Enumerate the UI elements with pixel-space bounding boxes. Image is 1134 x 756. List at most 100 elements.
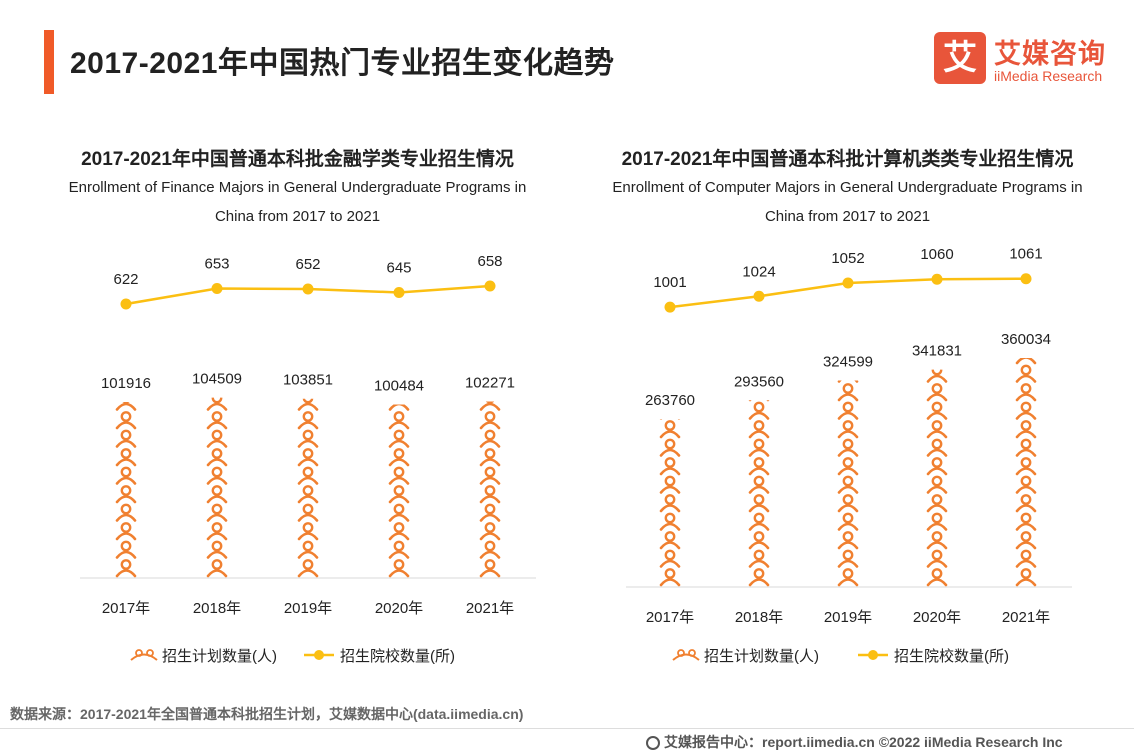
finance-person-icon bbox=[115, 540, 137, 559]
finance-person-icon bbox=[479, 559, 501, 578]
data-source-note: 数据来源：2017-2021年全国普通本科批招生计划，艾媒数据中心(data.i… bbox=[10, 706, 524, 722]
computer-person-icon bbox=[837, 401, 859, 420]
finance-bar-2 bbox=[297, 398, 319, 578]
computer-person-icon bbox=[748, 494, 770, 513]
computer-person-icon bbox=[926, 401, 948, 420]
computer-person-icon bbox=[659, 438, 681, 457]
computer-person-icon bbox=[837, 457, 859, 476]
finance-person-icon bbox=[206, 559, 228, 578]
footer-report-center: 艾媒报告中心：report.iimedia.cn ©2022 iiMedia R… bbox=[646, 732, 1063, 752]
finance-person-icon bbox=[115, 411, 137, 430]
finance-legend-bar-label: 招生计划数量(人) bbox=[162, 648, 277, 665]
computer-bar-0 bbox=[659, 419, 681, 587]
finance-person-icon bbox=[388, 540, 410, 559]
finance-person-icon bbox=[115, 559, 137, 578]
finance-person-icon bbox=[388, 429, 410, 448]
computer-legend-line-label: 招生院校数量(所) bbox=[894, 647, 1009, 665]
computer-person-icon bbox=[1015, 475, 1037, 494]
computer-person-icon bbox=[1015, 549, 1037, 568]
finance-person-icon bbox=[297, 559, 319, 578]
finance-line-point-0 bbox=[120, 298, 132, 310]
computer-bar-label-0: 263760 bbox=[645, 392, 695, 409]
computer-bar-label-1: 293560 bbox=[734, 373, 784, 390]
globe-icon bbox=[646, 736, 660, 750]
finance-person-icon bbox=[388, 411, 410, 430]
finance-person-icon bbox=[388, 485, 410, 504]
computer-person-icon bbox=[837, 568, 859, 587]
computer-person-icon bbox=[1015, 494, 1037, 513]
finance-person-icon bbox=[388, 448, 410, 467]
finance-line-label-0: 622 bbox=[113, 271, 138, 288]
computer-person-icon bbox=[748, 475, 770, 494]
computer-line-point-1 bbox=[753, 290, 765, 302]
computer-person-icon bbox=[1015, 383, 1037, 402]
finance-person-icon bbox=[115, 485, 137, 504]
finance-legend-line: 招生院校数量(所) bbox=[304, 647, 455, 665]
computer-chart-subtitle-line1: Enrollment of Computer Majors in General… bbox=[612, 179, 1083, 196]
computer-legend-bar-label: 招生计划数量(人) bbox=[704, 648, 819, 665]
page-title: 2017-2021年中国热门专业招生变化趋势 bbox=[70, 47, 615, 80]
footer-divider bbox=[0, 728, 1134, 729]
finance-person-icon bbox=[115, 466, 137, 485]
finance-person-icon bbox=[479, 540, 501, 559]
computer-bar-label-3: 341831 bbox=[912, 343, 962, 360]
computer-person-icon bbox=[837, 420, 859, 439]
finance-person-icon bbox=[297, 448, 319, 467]
finance-person-icon bbox=[479, 401, 501, 411]
finance-bar-label-2: 103851 bbox=[283, 372, 333, 389]
finance-line-point-3 bbox=[393, 287, 405, 298]
finance-x-tick-3: 2020年 bbox=[375, 600, 423, 617]
finance-person-icon bbox=[297, 540, 319, 559]
computer-x-tick-1: 2018年 bbox=[735, 609, 783, 626]
computer-line-point-2 bbox=[842, 277, 854, 289]
computer-line-label-3: 1060 bbox=[920, 246, 953, 263]
computer-person-icon bbox=[748, 420, 770, 439]
computer-person-icon bbox=[837, 512, 859, 531]
finance-legend-line-label: 招生院校数量(所) bbox=[340, 647, 455, 665]
finance-bar-4 bbox=[479, 401, 501, 578]
logo-text-cn: 艾媒咨询 bbox=[994, 39, 1106, 69]
computer-person-icon bbox=[748, 457, 770, 476]
computer-person-icon bbox=[659, 531, 681, 550]
finance-bar-label-3: 100484 bbox=[374, 378, 424, 395]
finance-line-point-1 bbox=[211, 283, 223, 294]
computer-person-icon bbox=[748, 531, 770, 550]
finance-person-icon bbox=[388, 522, 410, 541]
finance-x-tick-1: 2018年 bbox=[193, 600, 241, 617]
finance-chart-subtitle-line1: Enrollment of Finance Majors in General … bbox=[68, 179, 527, 196]
computer-x-tick-3: 2020年 bbox=[913, 609, 961, 626]
finance-bar-3 bbox=[388, 404, 410, 578]
finance-person-icon bbox=[388, 466, 410, 485]
computer-person-icon bbox=[1015, 420, 1037, 439]
computer-person-icon bbox=[837, 531, 859, 550]
finance-x-tick-2: 2019年 bbox=[284, 600, 332, 617]
computer-person-icon bbox=[837, 383, 859, 402]
computer-line-point-4 bbox=[1020, 273, 1032, 285]
computer-chart-subtitle: Enrollment of Computer Majors in General… bbox=[575, 173, 1120, 231]
computer-person-icon bbox=[1015, 438, 1037, 457]
computer-bar-1 bbox=[748, 400, 770, 587]
finance-chart-title: 2017-2021年中国普通本科批金融学类专业招生情况 bbox=[81, 149, 514, 170]
computer-person-icon bbox=[926, 549, 948, 568]
finance-person-icon bbox=[297, 466, 319, 485]
title-accent-bar bbox=[44, 30, 54, 94]
finance-person-icon bbox=[388, 559, 410, 578]
footer-report-text: 艾媒报告中心：report.iimedia.cn ©2022 iiMedia R… bbox=[664, 734, 1063, 750]
computer-person-icon bbox=[659, 549, 681, 568]
computer-x-tick-0: 2017年 bbox=[646, 609, 694, 626]
computer-bar-3 bbox=[926, 369, 948, 587]
computer-person-icon bbox=[659, 420, 681, 439]
finance-person-icon bbox=[388, 503, 410, 522]
finance-line-point-4 bbox=[484, 280, 496, 292]
finance-person-icon bbox=[206, 466, 228, 485]
finance-person-icon bbox=[479, 411, 501, 430]
computer-person-icon bbox=[659, 475, 681, 494]
computer-person-icon bbox=[659, 512, 681, 531]
computer-person-icon bbox=[837, 438, 859, 457]
computer-person-icon bbox=[926, 369, 948, 383]
computer-person-icon bbox=[926, 457, 948, 476]
finance-person-icon bbox=[479, 429, 501, 448]
finance-person-icon bbox=[115, 503, 137, 522]
finance-person-icon bbox=[297, 411, 319, 430]
